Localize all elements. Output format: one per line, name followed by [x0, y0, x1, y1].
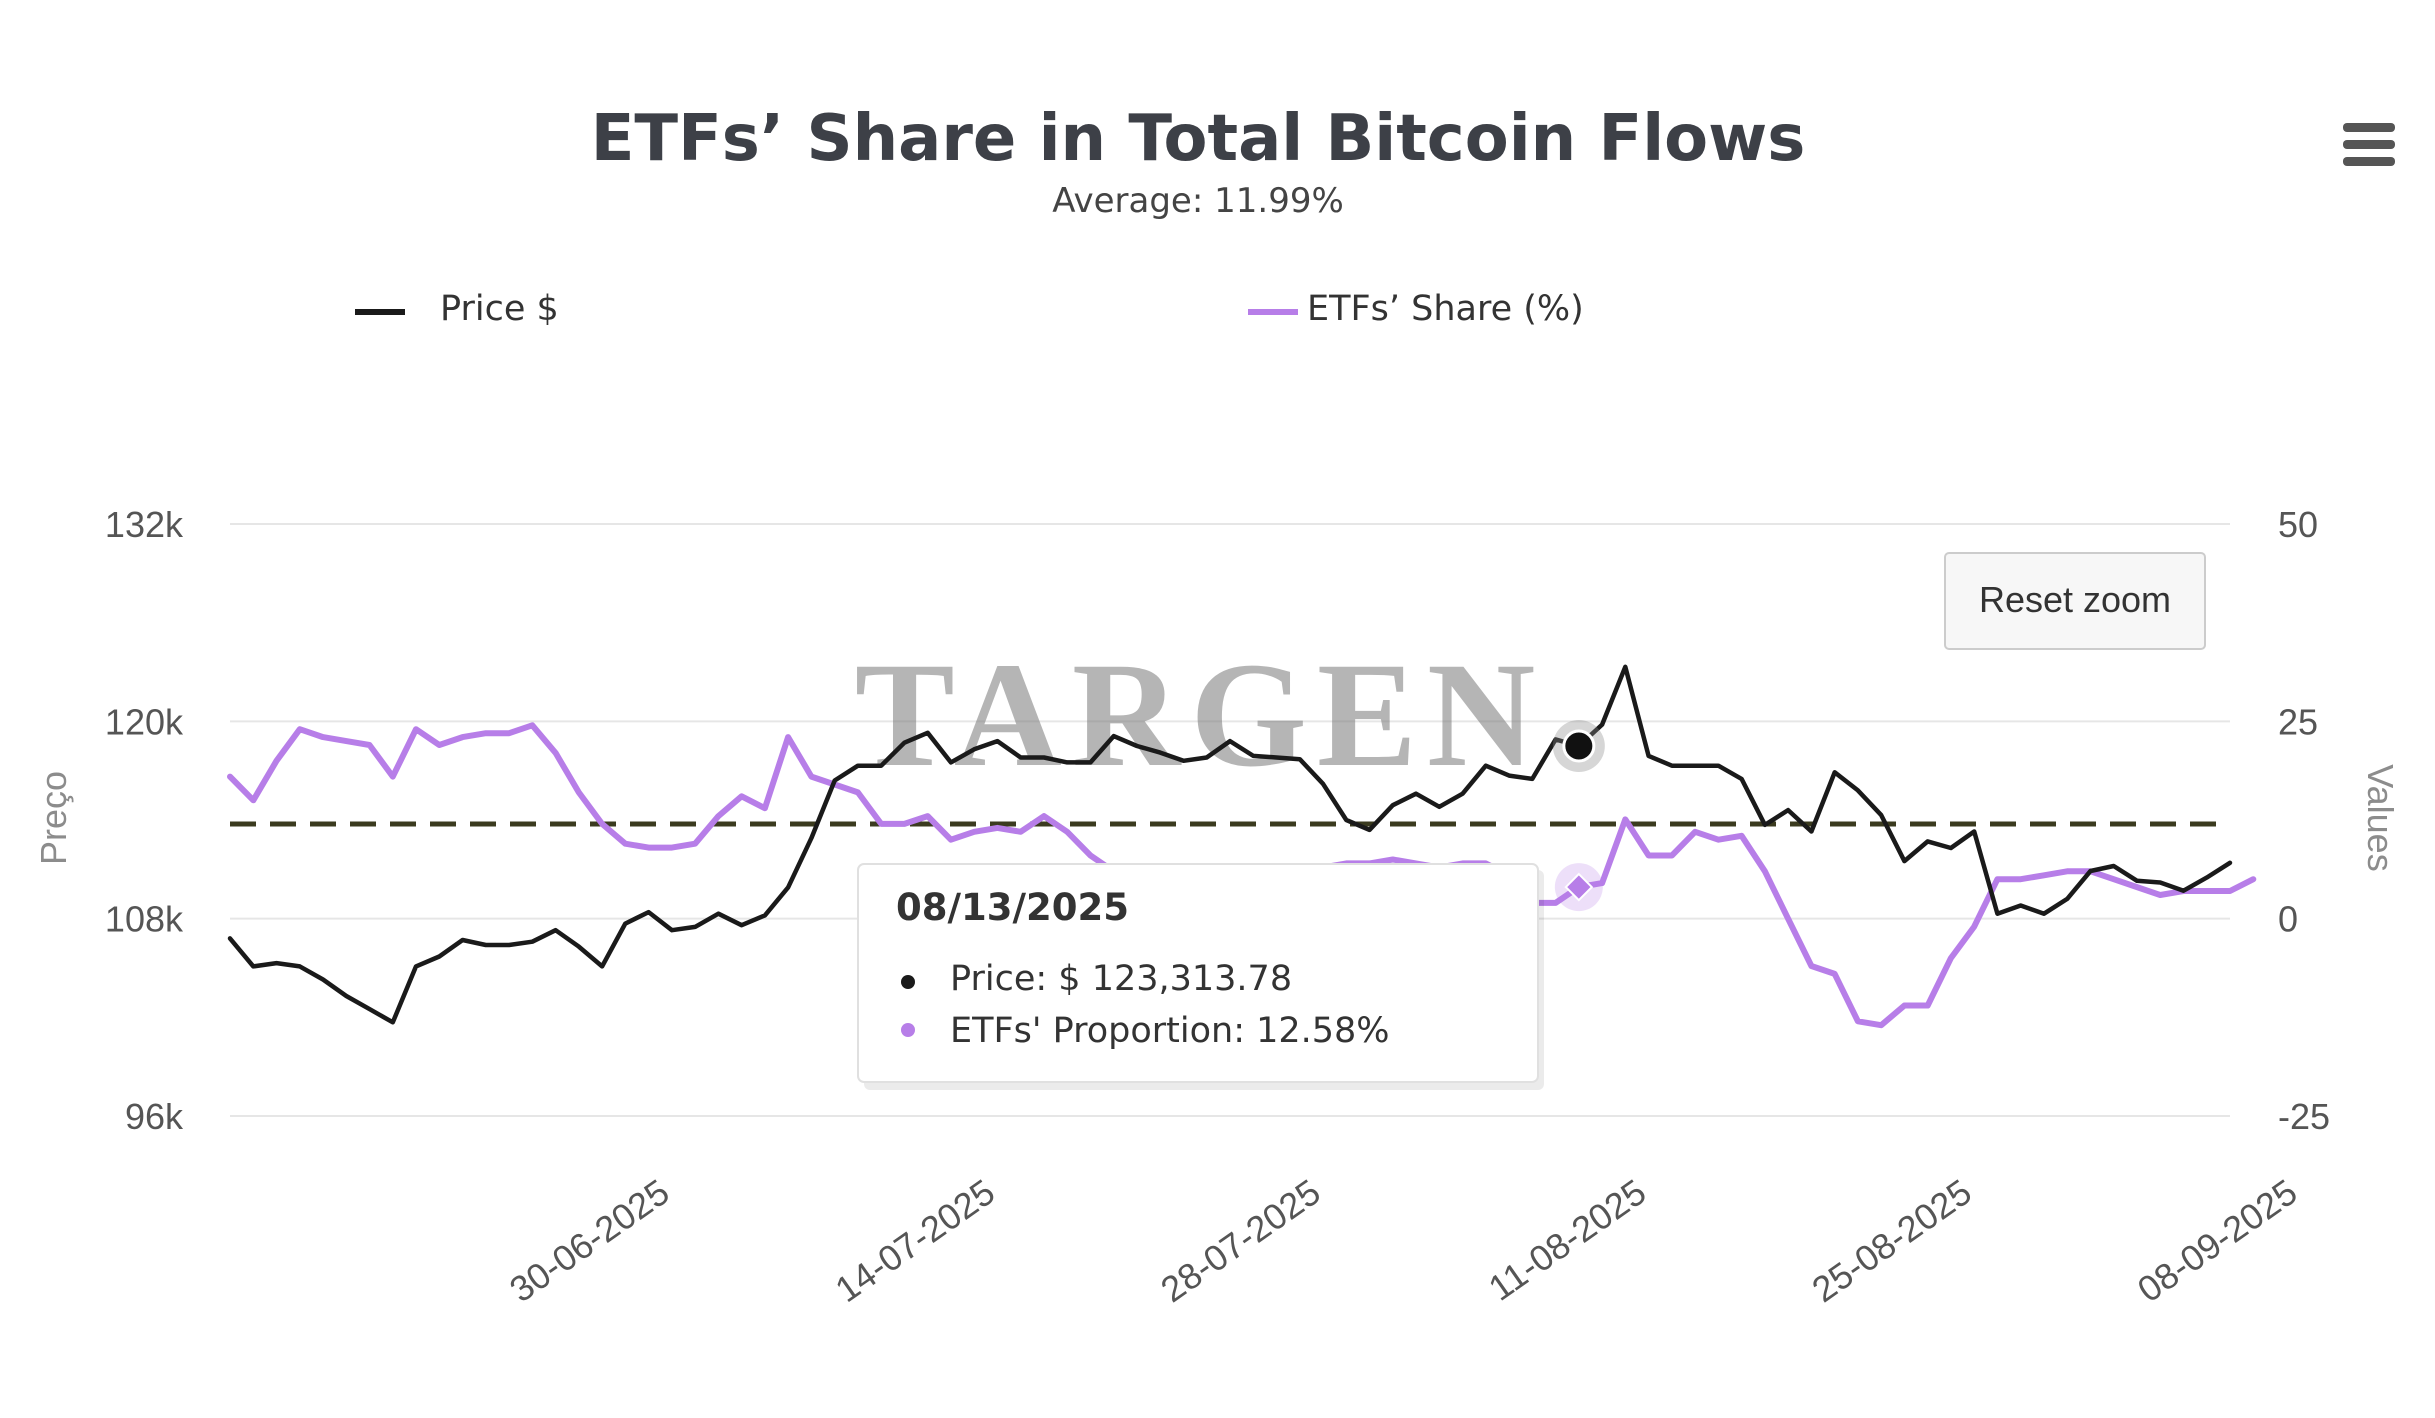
reset-zoom-label: Reset zoom: [1979, 579, 2171, 620]
x-tick-label: 08-09-2025: [2130, 1171, 2304, 1310]
price-series-line[interactable]: [227, 664, 2233, 1025]
right-tick-label: 50: [2278, 504, 2318, 545]
right-axis-ticks: -25 0 25 50: [2278, 504, 2330, 1137]
reset-zoom-button[interactable]: Reset zoom: [1944, 552, 2206, 650]
etf-share-highlight-point[interactable]: [1564, 872, 1594, 902]
gridlines: [230, 523, 2230, 1117]
x-tick-label: 25-08-2025: [1804, 1171, 1978, 1310]
left-axis-ticks: 96k 108k 120k 132k: [105, 504, 184, 1137]
tooltip-share-marker: [901, 1023, 915, 1037]
left-axis-title: Preço: [33, 771, 74, 865]
x-tick-label: 30-06-2025: [502, 1171, 676, 1310]
right-tick-label: -25: [2278, 1096, 2330, 1137]
tooltip-date: 08/13/2025: [896, 886, 1129, 929]
right-tick-label: 0: [2278, 899, 2298, 940]
left-tick-label: 96k: [125, 1096, 184, 1137]
legend: Price $ ETFs’ Share (%): [355, 289, 1584, 329]
legend-item-etf-share[interactable]: ETFs’ Share (%): [1248, 289, 1584, 329]
hamburger-menu-icon[interactable]: [2343, 123, 2395, 166]
left-tick-label: 120k: [105, 701, 184, 742]
x-tick-label: 28-07-2025: [1153, 1171, 1327, 1310]
highlight-markers: [1552, 720, 1605, 912]
legend-label-price: Price $: [440, 289, 559, 329]
legend-item-price[interactable]: Price $: [355, 289, 559, 329]
x-tick-label: 11-08-2025: [1481, 1171, 1653, 1309]
price-highlight-point[interactable]: [1562, 729, 1596, 763]
right-tick-label: 25: [2278, 701, 2318, 742]
tooltip-price-line: Price: $ 123,313.78: [950, 959, 1292, 999]
legend-label-etf-share: ETFs’ Share (%): [1307, 289, 1584, 329]
chart-subtitle: Average: 11.99%: [1052, 181, 1344, 221]
chart-title: ETFs’ Share in Total Bitcoin Flows: [591, 102, 1806, 176]
watermark: TARGEN: [855, 632, 1546, 798]
left-tick-label: 132k: [105, 504, 184, 545]
tooltip-price-marker: [901, 975, 915, 989]
right-axis-title: Values: [2360, 764, 2401, 871]
x-tick-label: 14-07-2025: [828, 1171, 1002, 1310]
tooltip-share-line: ETFs' Proportion: 12.58%: [950, 1011, 1390, 1051]
left-tick-label: 108k: [105, 899, 184, 940]
x-axis-ticks: 30-06-2025 14-07-2025 28-07-2025 11-08-2025…: [502, 1171, 2304, 1310]
tooltip: 08/13/2025 Price: $ 123,313.78 ETFs' Pro…: [857, 863, 1544, 1090]
